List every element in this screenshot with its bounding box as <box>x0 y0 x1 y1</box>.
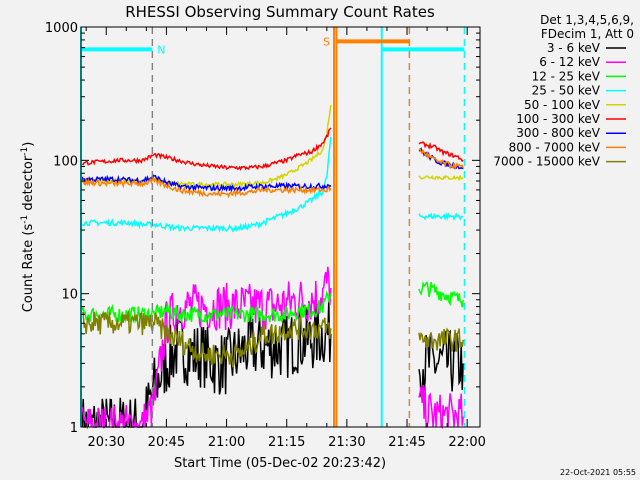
y-tick-label: 1 <box>70 421 78 436</box>
legend-label: 7000 - 15000 keV <box>493 155 600 169</box>
legend-label: 6 - 12 keV <box>539 55 601 69</box>
series-line-7000-15000keV <box>418 327 464 352</box>
footer-timestamp: 22-Oct-2021 05:55 <box>560 468 636 477</box>
legend-label: 50 - 100 keV <box>524 98 601 112</box>
x-tick-label: 21:00 <box>208 435 245 450</box>
series-line-25-50keV <box>82 136 332 233</box>
series-line-7000-15000keV <box>81 311 332 369</box>
y-axis-title-sup: -1 <box>20 147 30 156</box>
y-tick-label: 10 <box>61 288 78 303</box>
chart-title: RHESSI Observing Summary Count Rates <box>125 3 435 21</box>
y-axis-title-part: detector <box>21 155 36 215</box>
y-axis-title: Count Rate (s-1 detector-1) <box>20 142 36 313</box>
series-line-300-800keV <box>81 174 332 193</box>
x-tick-label: 21:15 <box>268 435 305 450</box>
series-line-100-300keV <box>81 127 332 171</box>
y-axis-title-sup: -1 <box>20 215 30 224</box>
series-line-800-7000keV <box>81 177 332 199</box>
legend-label: 300 - 800 keV <box>516 126 600 140</box>
series-line-50-100keV <box>81 104 332 189</box>
legend-label: 800 - 7000 keV <box>509 140 601 154</box>
legend-header-1: Det 1,3,4,5,6,9, <box>540 13 634 27</box>
series-line-12-25keV <box>418 280 464 308</box>
series-line-6-12keV <box>418 385 464 430</box>
y-axis-title-part: Count Rate (s <box>21 224 36 313</box>
y-axis-title-part: ) <box>21 142 36 147</box>
x-tick-label: 21:30 <box>328 435 365 450</box>
series-line-25-50keV <box>418 211 464 222</box>
x-tick-label: 21:45 <box>388 435 425 450</box>
y-tick-label: 100 <box>53 154 78 169</box>
series-line-100-300keV <box>418 141 464 163</box>
legend-label: 3 - 6 keV <box>547 41 601 55</box>
x-tick-label: 20:45 <box>148 435 185 450</box>
series-line-800-7000keV <box>418 148 464 171</box>
x-tick-label: 20:30 <box>88 435 125 450</box>
flag-label-N: N <box>157 43 165 56</box>
plot-area: NS <box>80 27 466 430</box>
plot-frame <box>80 26 481 428</box>
legend-label: 100 - 300 keV <box>516 112 600 126</box>
x-tick-label: 22:00 <box>448 435 485 450</box>
legend-label: 12 - 25 keV <box>532 69 601 83</box>
flag-label-S: S <box>323 35 330 48</box>
axes: 1 10 100 1000 20:30 20:45 21:00 21:15 21:30 21:45… <box>45 21 486 450</box>
legend-header-2: FDecim 1, Att 0 <box>541 27 634 41</box>
y-tick-label: 1000 <box>45 21 78 36</box>
series-line-50-100keV <box>418 174 464 182</box>
legend-label: 25 - 50 keV <box>532 84 601 98</box>
x-axis-title: Start Time (05-Dec-02 20:23:42) <box>174 456 386 471</box>
